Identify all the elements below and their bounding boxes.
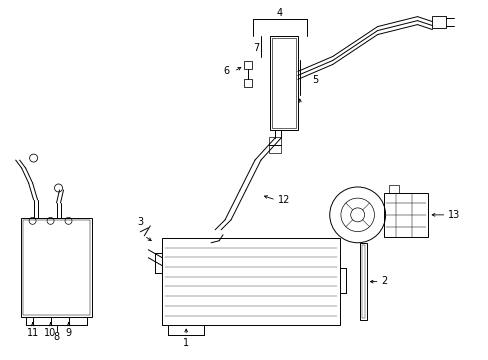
Text: 12: 12 — [277, 195, 290, 205]
Text: 4: 4 — [276, 8, 283, 18]
Bar — [244, 62, 251, 69]
Text: 11: 11 — [26, 328, 39, 338]
Text: 13: 13 — [447, 210, 460, 220]
Text: 1: 1 — [183, 338, 189, 348]
Bar — [268, 137, 280, 153]
Bar — [162, 238, 339, 325]
Text: 2: 2 — [381, 276, 387, 285]
Text: 6: 6 — [223, 67, 229, 76]
Bar — [431, 15, 446, 28]
Text: 3: 3 — [137, 217, 143, 227]
Text: 7: 7 — [252, 42, 259, 53]
Text: 10: 10 — [44, 328, 57, 338]
Text: 5: 5 — [311, 75, 317, 85]
Bar — [244, 80, 251, 87]
Bar — [271, 37, 295, 128]
Bar — [361, 245, 364, 319]
Bar — [269, 36, 297, 130]
Bar — [359, 243, 366, 320]
Text: 9: 9 — [65, 328, 71, 338]
Bar — [20, 218, 92, 318]
Text: 8: 8 — [53, 332, 60, 342]
Bar — [22, 220, 90, 315]
Bar — [383, 193, 427, 237]
Bar — [388, 185, 398, 193]
